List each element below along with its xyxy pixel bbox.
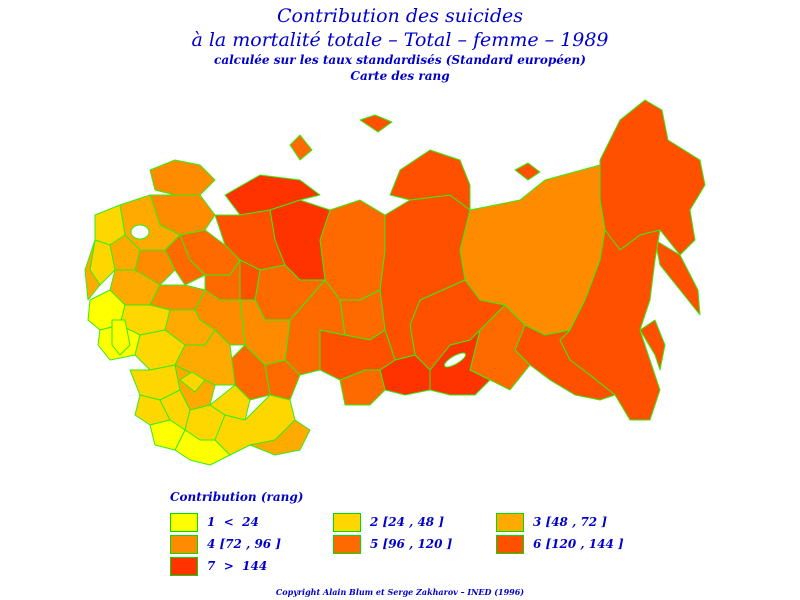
legend-label-4: 4 [72 , 96 ] (207, 537, 281, 551)
region-tver[interactable] (134, 249, 176, 286)
legend-label-7: 7 > 144 (207, 559, 268, 573)
legend-label-2: 2 [24 , 48 ] (370, 515, 444, 529)
region-perm[interactable] (239, 259, 261, 301)
region-sakhalin[interactable] (639, 319, 666, 371)
region-arctic-islands[interactable] (359, 114, 393, 133)
region-novosibirsk[interactable] (319, 329, 396, 381)
title-subtitle: calculée sur les taux standardisés (Stan… (214, 53, 586, 67)
region-new-siberian-islands[interactable] (514, 162, 541, 181)
title-map-type: Carte des rang (350, 69, 450, 83)
legend-item-2: 2 [24 , 48 ] (333, 513, 503, 533)
region-astrakhan[interactable] (209, 384, 251, 421)
region-murmansk[interactable] (149, 159, 216, 196)
legend-label-3: 3 [48 , 72 ] (533, 515, 607, 529)
legend-item-5: 5 [96 , 120 ] (333, 535, 503, 555)
region-crimea[interactable] (179, 371, 206, 393)
legend-swatch-6 (496, 535, 524, 554)
title-line-2: à la mortalité totale – Total – femme – … (191, 29, 609, 51)
legend-title: Contribution (rang) (170, 490, 304, 504)
region-novaya-zemlya[interactable] (289, 134, 313, 161)
legend-item-7: 7 > 144 (170, 557, 340, 577)
legend-label-5: 5 [96 , 120 ] (370, 537, 453, 551)
legend-label-1: 1 < 24 (207, 515, 259, 529)
region-kamchatka[interactable] (654, 239, 701, 316)
legend-swatch-4 (170, 535, 198, 554)
lake-baikal (443, 352, 467, 368)
legend-swatch-3 (496, 513, 524, 532)
legend-label-6: 6 [120 , 144 ] (533, 537, 624, 551)
region-caucasus[interactable] (149, 419, 186, 451)
legend-item-4: 4 [72 , 96 ] (170, 535, 340, 555)
region-taimyr[interactable] (389, 149, 471, 211)
region-east-caucasus[interactable] (249, 419, 311, 456)
region-tyumen[interactable] (319, 199, 386, 301)
title-line-1: Contribution des suicides (277, 5, 523, 27)
region-tyva[interactable] (379, 354, 431, 396)
legend-item-3: 3 [48 , 72 ] (496, 513, 666, 533)
lake-ladoga (130, 224, 150, 240)
legend-item-1: 1 < 24 (170, 513, 340, 533)
map-title: Contribution des suicides à la mortalité… (0, 4, 800, 84)
region-west-border[interactable] (111, 319, 131, 356)
legend-swatch-7 (170, 557, 198, 576)
region-dagestan[interactable] (174, 429, 231, 466)
legend-swatch-2 (333, 513, 361, 532)
legend-swatch-5 (333, 535, 361, 554)
legend-swatch-1 (170, 513, 198, 532)
region-baltic[interactable] (84, 239, 101, 301)
legend-item-6: 6 [120 , 144 ] (496, 535, 666, 555)
copyright: Copyright Alain Blum et Serge Zakharov –… (275, 587, 525, 597)
